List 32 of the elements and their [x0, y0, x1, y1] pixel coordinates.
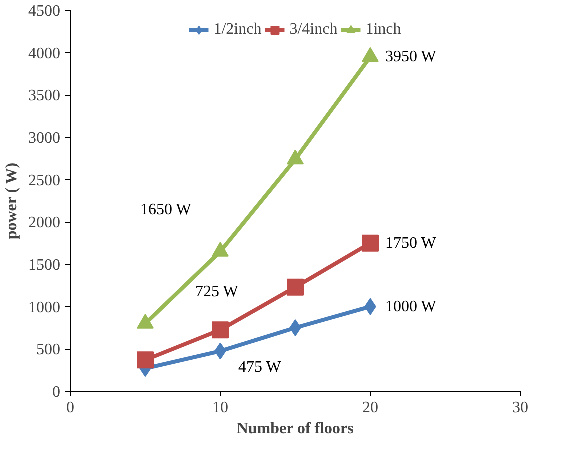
data-label: 725 W	[196, 284, 240, 301]
y-tick-label: 2500	[28, 172, 60, 190]
point	[212, 322, 229, 339]
point	[362, 47, 379, 62]
x-axis-title: Number of floors	[236, 420, 354, 438]
y-tick-label: 0	[52, 384, 60, 401]
y-tick-label: 3000	[28, 130, 60, 147]
legend-label: 1/2inch	[214, 21, 262, 39]
legend-label: 3/4inch	[290, 21, 338, 39]
y-tick-label: 4500	[28, 3, 60, 20]
y-tick-label: 2000	[28, 214, 60, 232]
point	[137, 352, 154, 369]
y-tick-label: 1000	[28, 299, 60, 316]
y-tick-label: 1500	[28, 257, 60, 274]
y-axis-title: power ( W)	[4, 162, 20, 240]
point	[362, 234, 379, 252]
x-tick-label: 20	[362, 400, 378, 416]
y-tick-label: 3500	[28, 88, 60, 105]
point	[287, 278, 304, 296]
data-label: 1650 W	[140, 201, 192, 218]
data-label: 3950 W	[386, 48, 438, 66]
data-label: 1000 W	[386, 298, 438, 316]
data-label: 1750 W	[386, 234, 438, 252]
data-label: 475 W	[238, 358, 282, 376]
x-tick-label: 30	[512, 400, 528, 416]
x-tick-label: 0	[66, 400, 74, 416]
y-tick-label: 4000	[28, 45, 60, 62]
point	[290, 320, 302, 336]
y-tick-label: 500	[36, 342, 60, 359]
point	[287, 150, 304, 165]
x-tick-label: 10	[212, 400, 228, 416]
legend-label: 1inch	[366, 21, 402, 39]
